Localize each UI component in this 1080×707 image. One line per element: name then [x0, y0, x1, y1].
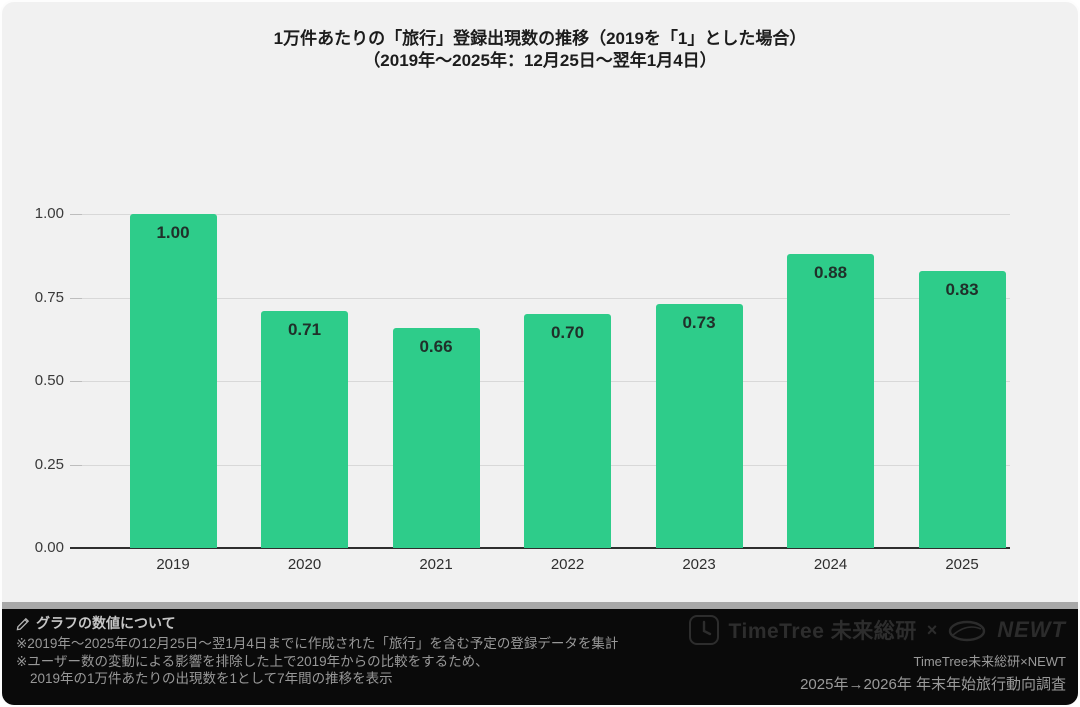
footer-divider	[2, 602, 1078, 609]
brand-block: TimeTree 未来総研 × NEWT TimeTree未来総研×NEWT 2…	[688, 615, 1066, 694]
footnotes: グラフの数値について ※2019年～2025年の12月25日～翌1月4日までに作…	[16, 613, 676, 688]
y-axis-label: 0.25	[34, 455, 64, 473]
timetree-logo-text: TimeTree 未来総研	[728, 620, 917, 643]
footnotes-heading: グラフの数値について	[16, 613, 676, 633]
bar-2022: 0.70	[524, 314, 611, 548]
newt-logo-icon	[949, 620, 986, 642]
footnotes-heading-text: グラフの数値について	[36, 615, 176, 631]
x-axis-label: 2022	[550, 556, 585, 573]
bar-2019: 1.00	[129, 214, 217, 548]
footnote-line: ※2019年～2025年の12月25日～翌1月4日までに作成された「旅行」を含む…	[16, 636, 619, 651]
credit-source: TimeTree未来総研×NEWT	[913, 654, 1066, 669]
bar-2020: 0.71	[261, 310, 348, 548]
credit-survey-title: 2025年→2026年 年末年始旅行動向調査	[800, 676, 1066, 693]
bar-value-label: 0.88	[813, 263, 848, 283]
x-axis-label: 2025	[945, 556, 979, 573]
chart-title: 1万件あたりの「旅行」登録出現数の推移（2019を「1」とした場合）	[273, 29, 807, 48]
footer: グラフの数値について ※2019年～2025年の12月25日～翌1月4日までに作…	[2, 609, 1078, 705]
y-axis-label: 0.75	[34, 288, 64, 306]
y-axis-tick	[70, 464, 82, 466]
gridline	[82, 547, 1010, 549]
newt-logo-text: NEWT	[997, 617, 1066, 642]
bar-value-label: 0.71	[287, 319, 322, 339]
x-axis-label: 2024	[813, 556, 848, 573]
memo-icon	[16, 617, 30, 630]
bar-value-label: 0.83	[945, 279, 979, 299]
y-axis-tick	[70, 381, 82, 382]
gridline	[82, 214, 1010, 215]
logo-separator: ×	[926, 619, 938, 640]
y-axis-tick	[70, 547, 82, 549]
y-axis-tick	[70, 214, 82, 215]
bar-2025: 0.83	[918, 270, 1006, 548]
y-axis-label: 1.00	[34, 205, 64, 222]
x-axis-label: 2019	[156, 556, 190, 573]
chart-subtitle: （2019年～2025年：12月25日～翌年1月4日）	[363, 51, 717, 70]
bar-2024: 0.88	[787, 254, 874, 548]
bar-value-label: 0.66	[419, 336, 453, 356]
y-axis-label: 0.00	[34, 539, 64, 556]
y-axis-label: 0.50	[34, 372, 64, 389]
chart-title-block: 1万件あたりの「旅行」登録出現数の推移（2019を「1」とした場合） （2019…	[2, 28, 1078, 72]
x-axis-label: 2021	[419, 556, 453, 573]
gridline	[82, 297, 1010, 299]
bar-value-label: 0.73	[682, 313, 716, 333]
plot-area: 0.00 0.25 0.50 0.75 1.00 1.00 2019 0.71 2020 0.66…	[35, 205, 1010, 573]
bar-2023: 0.73	[655, 304, 743, 548]
logo-row: TimeTree 未来総研 × NEWT	[688, 615, 1066, 645]
y-axis-tick	[70, 297, 82, 299]
footnote-line: ※ユーザー数の変動による影響を排除した上で2019年からの比較をするため、	[16, 653, 489, 669]
footnote-line: 2019年の1万件あたりの出現数を1として7年間の推移を表示	[30, 671, 393, 686]
bar-2021: 0.66	[392, 327, 480, 548]
timetree-logo-icon	[688, 615, 719, 645]
bar-value-label: 0.70	[550, 323, 585, 343]
bar-value-label: 1.00	[156, 223, 190, 242]
x-axis-label: 2020	[287, 556, 322, 573]
x-axis-label: 2023	[682, 556, 716, 573]
